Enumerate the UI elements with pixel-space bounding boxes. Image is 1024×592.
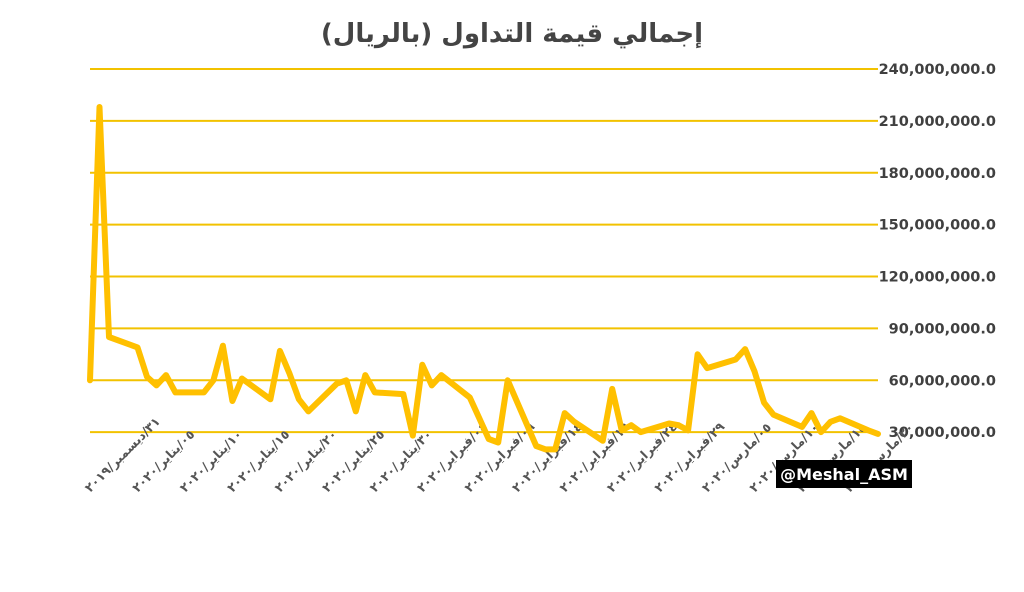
watermark-background bbox=[776, 460, 912, 488]
data-point bbox=[363, 373, 367, 377]
data-point bbox=[838, 416, 842, 420]
data-point bbox=[686, 428, 690, 432]
data-point bbox=[306, 409, 310, 413]
data-point bbox=[278, 349, 282, 353]
y-tick-label: 210,000,000.0 bbox=[879, 114, 996, 130]
y-tick-label: 180,000,000.0 bbox=[879, 166, 996, 182]
data-point bbox=[734, 358, 738, 361]
data-point bbox=[344, 378, 348, 382]
chart-title: إجمالي قيمة التداول (بالريال) bbox=[321, 19, 703, 49]
data-point bbox=[610, 387, 614, 391]
data-point bbox=[639, 430, 643, 434]
data-point bbox=[145, 375, 149, 379]
data-point bbox=[107, 335, 111, 339]
data-point bbox=[221, 344, 225, 348]
data-point bbox=[876, 432, 880, 436]
data-point bbox=[563, 411, 567, 415]
data-point bbox=[667, 422, 671, 425]
data-point bbox=[772, 413, 776, 417]
data-point bbox=[496, 441, 500, 444]
y-tick-label: 240,000,000.0 bbox=[879, 62, 996, 78]
data-point bbox=[88, 378, 92, 382]
data-point bbox=[98, 105, 101, 109]
y-axis-tick-labels: 30,000,000.0 60,000,000.0 90,000,000.0 120,… bbox=[879, 62, 996, 441]
data-point bbox=[829, 420, 832, 424]
data-point bbox=[468, 396, 472, 399]
data-point bbox=[268, 397, 272, 401]
data-point bbox=[696, 352, 700, 356]
data-point bbox=[753, 370, 757, 374]
data-point bbox=[136, 345, 139, 349]
data-point bbox=[477, 416, 481, 420]
data-point bbox=[230, 399, 234, 403]
series-line-group bbox=[87, 104, 881, 453]
data-point bbox=[155, 383, 158, 387]
data-point bbox=[211, 378, 215, 382]
data-point bbox=[287, 371, 291, 375]
series-line bbox=[87, 104, 881, 453]
data-point bbox=[506, 378, 510, 382]
data-point bbox=[487, 437, 491, 441]
y-tick-label: 150,000,000.0 bbox=[879, 218, 996, 234]
data-point bbox=[240, 377, 244, 380]
data-point bbox=[677, 423, 681, 427]
data-point bbox=[335, 382, 339, 386]
data-point bbox=[401, 392, 405, 396]
data-point bbox=[762, 401, 766, 405]
data-point bbox=[553, 447, 557, 451]
gridlines bbox=[90, 68, 878, 434]
data-point bbox=[620, 428, 624, 432]
data-point bbox=[430, 383, 434, 387]
y-tick-label: 30,000,000.0 bbox=[889, 425, 996, 441]
data-point bbox=[164, 373, 168, 377]
y-tick-label: 120,000,000.0 bbox=[879, 270, 996, 286]
data-point bbox=[420, 363, 424, 367]
data-point bbox=[743, 347, 747, 351]
watermark: @Meshal_ASM bbox=[776, 460, 912, 488]
y-tick-label: 60,000,000.0 bbox=[889, 373, 996, 389]
data-point bbox=[810, 411, 813, 415]
data-point bbox=[173, 390, 177, 394]
data-point bbox=[354, 409, 358, 413]
data-point bbox=[439, 373, 443, 377]
data-point bbox=[411, 434, 415, 438]
data-point bbox=[572, 420, 576, 424]
data-point bbox=[800, 425, 804, 429]
data-point bbox=[544, 447, 548, 451]
data-point bbox=[705, 366, 709, 370]
data-point bbox=[819, 430, 823, 434]
data-point bbox=[534, 444, 538, 448]
data-point bbox=[373, 390, 377, 394]
data-point bbox=[601, 439, 605, 443]
data-point bbox=[629, 423, 633, 427]
watermark-text: @Meshal_ASM bbox=[780, 465, 908, 484]
data-point bbox=[297, 397, 301, 401]
data-point bbox=[867, 428, 870, 432]
y-tick-label: 90,000,000.0 bbox=[889, 321, 996, 337]
data-point bbox=[202, 390, 206, 394]
